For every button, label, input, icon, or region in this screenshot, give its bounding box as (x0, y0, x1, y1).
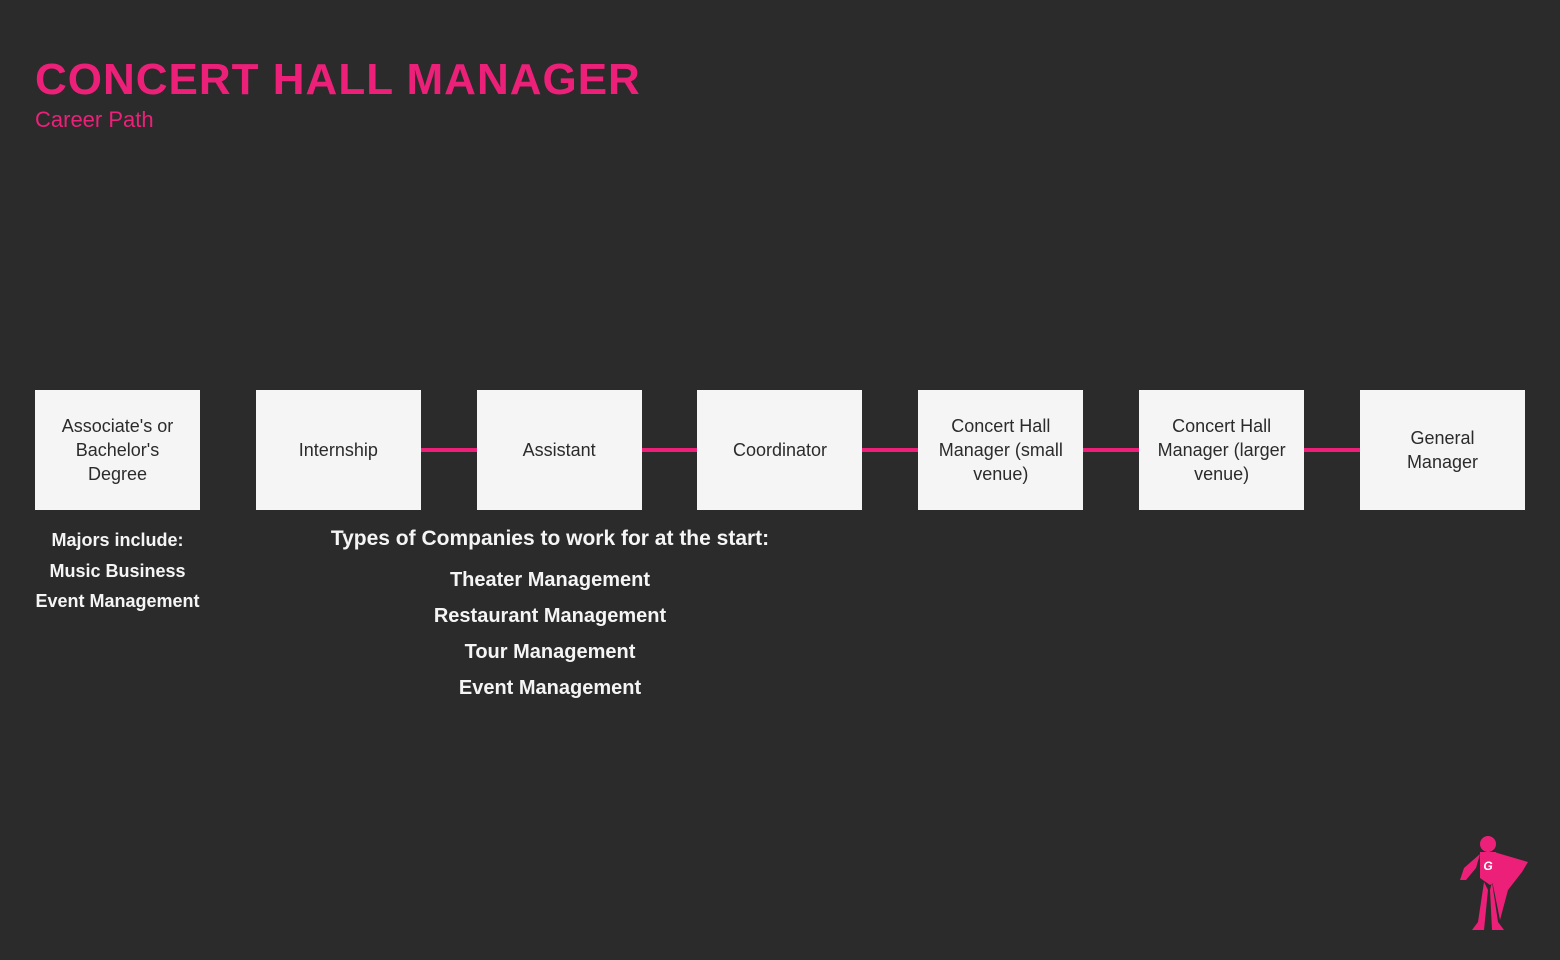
flow-node-general-manager: General Manager (1360, 390, 1525, 510)
page-subtitle: Career Path (35, 107, 641, 133)
companies-item: Restaurant Management (320, 598, 780, 634)
brand-logo: G (1450, 830, 1530, 930)
title-block: CONCERT HALL MANAGER Career Path (35, 55, 641, 133)
companies-block: Types of Companies to work for at the st… (320, 520, 780, 706)
companies-item: Event Management (320, 670, 780, 706)
flow-node-coordinator: Coordinator (697, 390, 862, 510)
flow-connector (1083, 448, 1139, 452)
superhero-icon: G (1450, 830, 1530, 930)
page-title: CONCERT HALL MANAGER (35, 55, 641, 105)
companies-item: Theater Management (320, 562, 780, 598)
flow-node-manager-small: Concert Hall Manager (small venue) (918, 390, 1083, 510)
flow-connector (421, 448, 477, 452)
flow-connector (642, 448, 698, 452)
flow-node-internship: Internship (256, 390, 421, 510)
companies-heading: Types of Companies to work for at the st… (320, 520, 780, 558)
flow-connector (862, 448, 918, 452)
majors-heading: Majors include: (35, 525, 200, 556)
logo-letter: G (1483, 859, 1492, 873)
career-path-flow: Associate's or Bachelor's Degree Interns… (35, 390, 1525, 510)
flow-node-manager-large: Concert Hall Manager (larger venue) (1139, 390, 1304, 510)
majors-block: Majors include: Music Business Event Man… (35, 525, 200, 617)
flow-node-degree: Associate's or Bachelor's Degree (35, 390, 200, 510)
companies-item: Tour Management (320, 634, 780, 670)
majors-item: Music Business (35, 556, 200, 587)
majors-item: Event Management (35, 586, 200, 617)
flow-node-assistant: Assistant (477, 390, 642, 510)
flow-connector (1304, 448, 1360, 452)
